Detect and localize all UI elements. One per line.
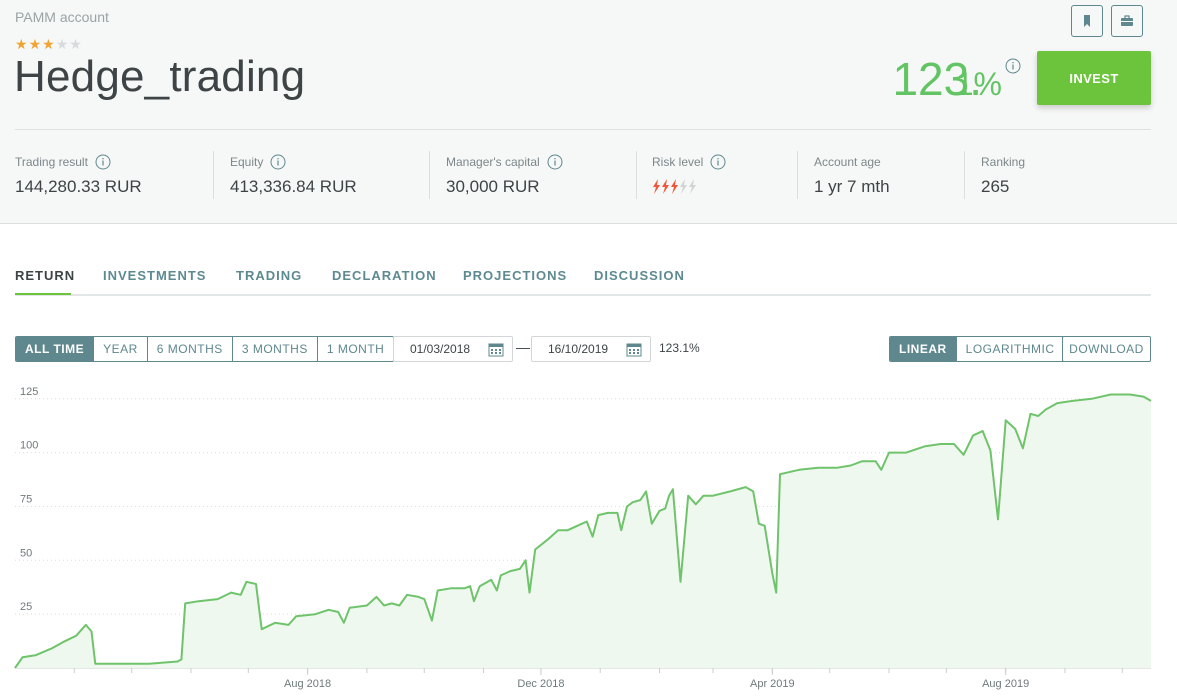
tab-declaration[interactable]: DECLARATION bbox=[332, 268, 437, 283]
stat-value: 413,336.84 RUR bbox=[230, 177, 357, 196]
period-3-months[interactable]: 3 MONTHS bbox=[231, 337, 317, 361]
active-tab-underline bbox=[15, 293, 71, 295]
tab-discussion[interactable]: DISCUSSION bbox=[594, 268, 685, 283]
stat-label: Trading result bbox=[15, 155, 88, 169]
tab-projections[interactable]: PROJECTIONS bbox=[463, 268, 568, 283]
star-icon: ★ bbox=[28, 36, 42, 52]
info-icon[interactable] bbox=[547, 154, 563, 170]
bookmark-button[interactable] bbox=[1071, 5, 1103, 37]
return-value-decimal: 1% bbox=[955, 66, 1002, 102]
return-value-main: 123. bbox=[892, 53, 982, 105]
y-tick-label: 125 bbox=[20, 386, 38, 398]
y-tick-label: 25 bbox=[20, 601, 32, 613]
info-icon[interactable] bbox=[1005, 58, 1021, 79]
calendar-icon[interactable] bbox=[488, 342, 504, 360]
total-return: 123. 1% bbox=[860, 52, 1030, 108]
calendar-icon[interactable] bbox=[626, 342, 642, 360]
section-tabs: RETURN INVESTMENTS TRADING DECLARATION PROJE… bbox=[15, 258, 1151, 296]
rating-stars: ★ ★ ★ ★ ★ bbox=[15, 37, 82, 51]
stat-label: Risk level bbox=[652, 155, 704, 169]
range-return-value: 123.1% bbox=[659, 341, 700, 355]
lightning-icon bbox=[689, 179, 696, 194]
scale-logarithmic[interactable]: LOGARITHMIC bbox=[955, 337, 1064, 361]
info-icon[interactable] bbox=[710, 154, 726, 170]
risk-level-indicator bbox=[652, 177, 726, 200]
lightning-icon bbox=[671, 179, 678, 194]
stat-value: 1 yr 7 mth bbox=[814, 177, 890, 196]
star-icon: ★ bbox=[15, 36, 28, 52]
stat-value: 144,280.33 RUR bbox=[15, 177, 142, 196]
stat-label: Equity bbox=[230, 155, 264, 169]
series-area bbox=[15, 394, 1151, 668]
briefcase-icon bbox=[1121, 15, 1133, 26]
header-divider bbox=[15, 129, 1151, 130]
stat-separator bbox=[636, 151, 637, 199]
stat-value: 265 bbox=[981, 177, 1010, 196]
period-1-month[interactable]: 1 MONTH bbox=[316, 337, 394, 361]
account-type-label: PAMM account bbox=[15, 9, 109, 25]
period-selector: ALL TIME YEAR 6 MONTHS 3 MONTHS 1 MONTH bbox=[15, 336, 395, 362]
stat-separator bbox=[964, 151, 965, 199]
lightning-icon bbox=[653, 179, 660, 194]
date-to-field[interactable]: 16/10/2019 bbox=[531, 336, 651, 362]
x-tick-label: Aug 2019 bbox=[982, 678, 1029, 690]
x-tick-label: Aug 2018 bbox=[284, 678, 331, 690]
x-tick-label: Dec 2018 bbox=[517, 678, 564, 690]
x-tick-label: Apr 2019 bbox=[750, 678, 795, 690]
stat-separator bbox=[429, 151, 430, 199]
stat-managers-capital: Manager's capital 30,000 RUR bbox=[446, 152, 563, 200]
series-line bbox=[14, 393, 1152, 669]
download-button[interactable]: DOWNLOAD bbox=[1062, 336, 1151, 362]
scale-selector: LINEAR LOGARITHMIC bbox=[889, 336, 1065, 362]
stat-value: 30,000 RUR bbox=[446, 177, 540, 196]
period-year[interactable]: YEAR bbox=[93, 337, 147, 361]
portfolio-button[interactable] bbox=[1111, 5, 1143, 37]
tab-trading[interactable]: TRADING bbox=[236, 268, 303, 283]
scale-linear[interactable]: LINEAR bbox=[890, 337, 956, 361]
date-from-value: 01/03/2018 bbox=[410, 342, 471, 356]
lightning-icon bbox=[680, 179, 687, 194]
info-icon[interactable] bbox=[95, 154, 111, 170]
stat-trading-result: Trading result 144,280.33 RUR bbox=[15, 152, 142, 200]
star-icon: ★ bbox=[42, 36, 55, 52]
star-icon: ★ bbox=[69, 36, 82, 52]
stat-label: Manager's capital bbox=[446, 155, 540, 169]
y-tick-label: 100 bbox=[20, 440, 38, 452]
date-from-field[interactable]: 01/03/2018 bbox=[393, 336, 513, 362]
period-all-time[interactable]: ALL TIME bbox=[16, 337, 94, 361]
date-to-value: 16/10/2019 bbox=[548, 342, 609, 356]
stat-equity: Equity 413,336.84 RUR bbox=[230, 152, 357, 200]
star-icon: ★ bbox=[55, 36, 69, 52]
stat-account-age: Account age 1 yr 7 mth bbox=[814, 152, 890, 200]
tab-investments[interactable]: INVESTMENTS bbox=[103, 268, 207, 283]
stat-label: Account age bbox=[814, 155, 881, 169]
account-name: Hedge_trading bbox=[14, 52, 306, 101]
stat-label: Ranking bbox=[981, 155, 1026, 169]
y-tick-label: 75 bbox=[20, 493, 32, 505]
bookmark-icon bbox=[1084, 15, 1090, 27]
stat-ranking: Ranking 265 bbox=[981, 152, 1025, 200]
stat-risk-level: Risk level bbox=[652, 152, 726, 200]
invest-button[interactable]: INVEST bbox=[1037, 51, 1151, 105]
lightning-icon bbox=[662, 179, 669, 194]
tab-return[interactable]: RETURN bbox=[15, 268, 76, 283]
date-range-dash: — bbox=[516, 339, 530, 355]
account-header: PAMM account ★ ★ ★ ★ ★ Hedge_trading 123. 1%… bbox=[0, 0, 1177, 224]
period-6-months[interactable]: 6 MONTHS bbox=[146, 337, 232, 361]
info-icon[interactable] bbox=[270, 154, 286, 170]
stat-separator bbox=[797, 151, 798, 199]
stat-separator bbox=[213, 151, 214, 199]
y-tick-label: 50 bbox=[20, 547, 32, 559]
